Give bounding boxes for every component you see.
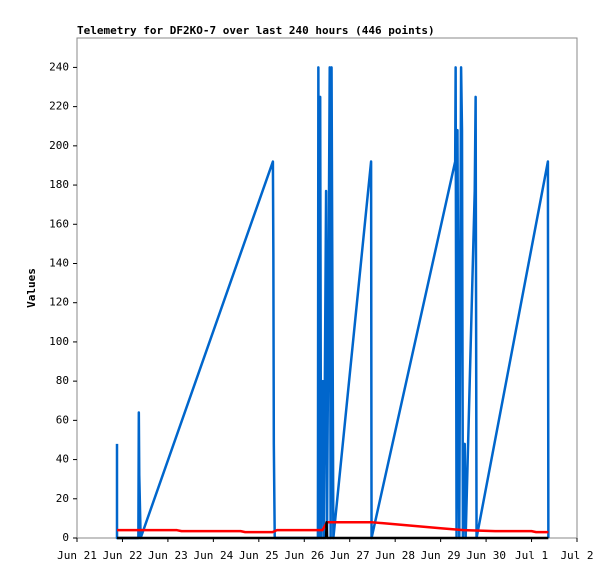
x-tick-label: Jun 26 bbox=[284, 549, 324, 562]
x-tick-label: Jun 29 bbox=[421, 549, 461, 562]
chart-title: Telemetry for DF2KO-7 over last 240 hour… bbox=[77, 24, 435, 37]
y-tick-label: 20 bbox=[56, 492, 69, 505]
x-tick-label: Jun 27 bbox=[330, 549, 370, 562]
y-tick-label: 220 bbox=[49, 100, 69, 113]
x-tick-label: Jun 24 bbox=[193, 549, 233, 562]
y-tick-label: 40 bbox=[56, 453, 69, 466]
y-tick-label: 160 bbox=[49, 217, 69, 230]
series-line bbox=[117, 521, 549, 540]
x-tick-label: Jun 21 bbox=[57, 549, 97, 562]
x-tick-label: Jul 2 bbox=[560, 549, 593, 562]
x-tick-label: Jun 28 bbox=[375, 549, 415, 562]
y-tick-label: 100 bbox=[49, 335, 69, 348]
x-tick-label: Jun 22 bbox=[103, 549, 143, 562]
y-tick-label: 120 bbox=[49, 296, 69, 309]
series-line bbox=[117, 521, 549, 534]
y-tick-label: 140 bbox=[49, 256, 69, 269]
y-tick-label: 180 bbox=[49, 178, 69, 191]
y-tick-label: 60 bbox=[56, 413, 69, 426]
x-tick-label: Jul 1 bbox=[515, 549, 548, 562]
y-axis-label: Values bbox=[25, 268, 38, 308]
x-tick-label: Jun 30 bbox=[466, 549, 506, 562]
y-tick-label: 80 bbox=[56, 374, 69, 387]
y-tick-label: 240 bbox=[49, 60, 69, 73]
y-tick-label: 200 bbox=[49, 139, 69, 152]
x-tick-label: Jun 23 bbox=[148, 549, 188, 562]
x-tick-label: Jun 25 bbox=[239, 549, 279, 562]
y-tick-label: 0 bbox=[62, 531, 69, 544]
